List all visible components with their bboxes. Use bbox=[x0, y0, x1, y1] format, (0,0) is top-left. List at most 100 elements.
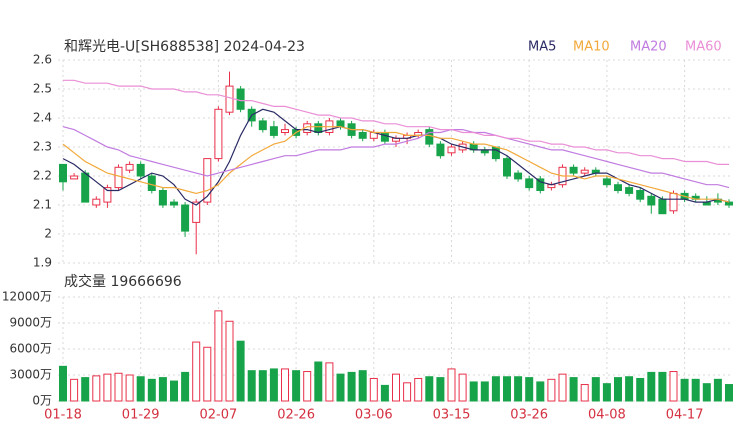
candle-body bbox=[647, 195, 656, 206]
candle-body bbox=[536, 178, 545, 191]
y-tick-label: 9000万 bbox=[9, 316, 52, 330]
volume-bar bbox=[425, 376, 434, 402]
x-tick-label: 03-26 bbox=[510, 408, 548, 423]
volume-bar bbox=[103, 373, 112, 402]
legend-entry: MA10 bbox=[573, 40, 610, 55]
legend-entry: MA60 bbox=[685, 40, 722, 55]
volume-bar bbox=[114, 372, 123, 402]
candle-body bbox=[103, 187, 112, 203]
volume-bar bbox=[713, 378, 722, 402]
candle-body bbox=[314, 123, 323, 134]
volume-bar bbox=[403, 382, 412, 402]
volume-bar bbox=[569, 377, 578, 402]
volume-bar bbox=[669, 371, 678, 402]
y-tick-label: 2.5 bbox=[33, 82, 52, 96]
volume-bar bbox=[514, 376, 523, 402]
volume-bar bbox=[125, 374, 134, 402]
ma-line bbox=[63, 79, 729, 165]
volume-bar bbox=[236, 340, 245, 402]
candle-body bbox=[336, 120, 345, 128]
volume-bar bbox=[92, 375, 101, 402]
candle-body bbox=[380, 132, 389, 142]
volume-bar bbox=[625, 376, 634, 402]
candle-body bbox=[269, 126, 278, 136]
volume-title: 成交量 19666696 bbox=[64, 273, 182, 290]
x-tick-label: 03-15 bbox=[433, 408, 471, 423]
candle-body bbox=[281, 129, 289, 134]
volume-bar bbox=[558, 373, 567, 402]
y-tick-label: 2.6 bbox=[33, 53, 52, 67]
volume-bar bbox=[303, 371, 312, 402]
candle-body bbox=[358, 132, 367, 139]
candle-body bbox=[59, 163, 67, 183]
volume-bar bbox=[369, 377, 378, 402]
candle-body bbox=[525, 178, 534, 189]
candle-body bbox=[725, 201, 733, 206]
x-tick-label: 01-29 bbox=[122, 408, 160, 423]
volume-bar bbox=[292, 370, 301, 402]
volume-bar bbox=[491, 376, 500, 402]
volume-bar bbox=[59, 365, 67, 402]
volume-bar bbox=[591, 377, 600, 402]
volume-bar bbox=[358, 370, 367, 402]
ma-line bbox=[62, 126, 730, 189]
volume-bar bbox=[380, 384, 389, 402]
candle-body bbox=[192, 201, 201, 223]
volume-bar bbox=[525, 377, 534, 402]
volume-bar bbox=[281, 368, 289, 402]
volume-bar bbox=[602, 383, 611, 402]
y-tick-label: 3000万 bbox=[9, 368, 52, 382]
candle-body bbox=[625, 187, 634, 194]
x-tick-label: 03-06 bbox=[355, 408, 393, 423]
y-tick-label: 0万 bbox=[32, 394, 52, 408]
volume-bar bbox=[147, 378, 156, 402]
volume-bar bbox=[636, 377, 645, 402]
volume-bar bbox=[469, 381, 478, 402]
volume-bar bbox=[192, 341, 201, 402]
volume-bar bbox=[447, 368, 456, 402]
candle-body bbox=[447, 146, 456, 154]
volume-bar bbox=[225, 320, 234, 402]
candle-body bbox=[569, 166, 578, 174]
volume-bar bbox=[580, 384, 589, 402]
volume-bar bbox=[70, 378, 79, 402]
candle-body bbox=[214, 108, 223, 160]
volume-bar bbox=[347, 371, 356, 402]
x-tick-label: 02-07 bbox=[200, 408, 238, 423]
volume-bar bbox=[725, 384, 733, 402]
volume-bar bbox=[458, 373, 467, 402]
candle-body bbox=[436, 143, 445, 157]
y-tick-label: 12000万 bbox=[2, 290, 52, 304]
candle-body bbox=[114, 166, 123, 189]
volume-bar bbox=[247, 370, 256, 402]
volume-bar bbox=[691, 378, 700, 402]
volume-bar bbox=[702, 383, 711, 402]
candle-body bbox=[491, 146, 500, 160]
candle-body bbox=[236, 88, 245, 110]
candle-body bbox=[580, 169, 589, 174]
y-tick-label: 1.9 bbox=[33, 256, 52, 270]
candle-body bbox=[203, 158, 212, 203]
x-tick-label: 01-18 bbox=[44, 408, 82, 423]
x-tick-label: 04-17 bbox=[666, 408, 704, 423]
volume-bar bbox=[214, 310, 223, 402]
volume-bar bbox=[480, 381, 489, 402]
volume-bar bbox=[680, 378, 689, 402]
candle-body bbox=[225, 85, 234, 113]
y-tick-label: 2 bbox=[44, 227, 52, 241]
y-tick-label: 2.4 bbox=[33, 111, 52, 125]
ma-line bbox=[62, 126, 730, 203]
candle-body bbox=[181, 204, 190, 232]
candle-body bbox=[70, 175, 79, 180]
volume-bar bbox=[170, 380, 178, 402]
volume-bar bbox=[658, 371, 667, 402]
volume-bar bbox=[136, 376, 145, 402]
volume-bar bbox=[503, 376, 511, 402]
x-tick-label: 02-26 bbox=[277, 408, 315, 423]
candle-body bbox=[425, 129, 434, 145]
y-tick-label: 2.1 bbox=[33, 198, 52, 212]
volume-bar bbox=[81, 377, 90, 402]
candle-body bbox=[602, 178, 611, 186]
candle-body bbox=[514, 172, 523, 180]
